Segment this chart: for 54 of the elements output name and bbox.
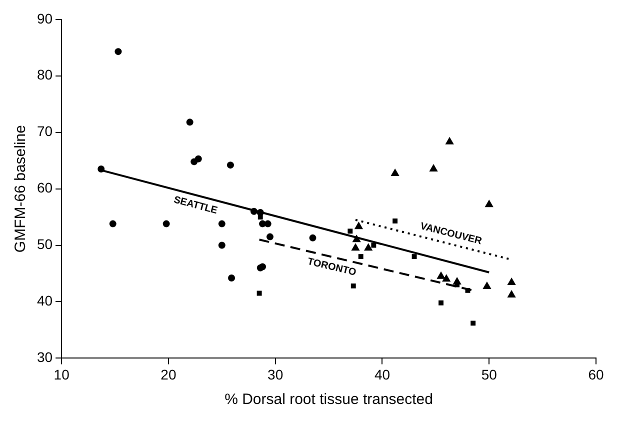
x-axis-title: % Dorsal root tissue transected <box>224 391 434 408</box>
point <box>392 218 398 224</box>
point <box>218 242 226 249</box>
point <box>186 118 194 126</box>
x-tick-label: 40 <box>374 366 390 382</box>
x-tick-label: 30 <box>268 366 284 382</box>
point <box>250 208 258 215</box>
point <box>266 233 274 240</box>
point <box>429 164 438 172</box>
point <box>438 300 444 306</box>
point <box>507 290 516 298</box>
x-tick-label: 10 <box>54 366 70 382</box>
point <box>98 166 105 173</box>
point <box>358 254 364 260</box>
y-tick-label: 30 <box>36 349 53 366</box>
point <box>256 290 262 296</box>
point <box>228 274 236 282</box>
point <box>348 228 353 234</box>
y-tick-label: 40 <box>36 292 53 309</box>
point <box>412 254 417 260</box>
point <box>309 234 316 242</box>
point <box>442 274 451 282</box>
point <box>109 220 116 228</box>
y-tick-label: 60 <box>36 180 53 196</box>
x-tick-label: 50 <box>481 366 498 382</box>
point <box>162 220 170 228</box>
y-tick-label: 90 <box>36 10 53 26</box>
point <box>259 263 266 270</box>
point <box>465 288 470 293</box>
point <box>364 243 373 251</box>
point <box>436 271 446 279</box>
y-tick-label: 50 <box>36 236 53 252</box>
point <box>470 320 476 326</box>
point <box>484 200 494 208</box>
y-tick-label: 70 <box>36 123 53 140</box>
point <box>226 162 234 169</box>
point <box>352 234 361 242</box>
point <box>218 220 226 228</box>
x-tick-label: 60 <box>588 366 604 382</box>
point <box>194 155 202 162</box>
point <box>264 220 272 228</box>
x-tick-label: 20 <box>160 366 176 382</box>
y-tick-label: 80 <box>36 66 53 83</box>
point <box>507 278 516 286</box>
point <box>371 242 376 248</box>
point <box>114 48 122 56</box>
point <box>390 168 400 176</box>
point <box>482 281 492 289</box>
point <box>445 136 454 144</box>
point <box>354 222 364 230</box>
point <box>351 243 360 251</box>
point <box>256 209 264 216</box>
point <box>350 283 356 288</box>
y-axis-title: GMFM-66 baseline <box>12 125 30 253</box>
